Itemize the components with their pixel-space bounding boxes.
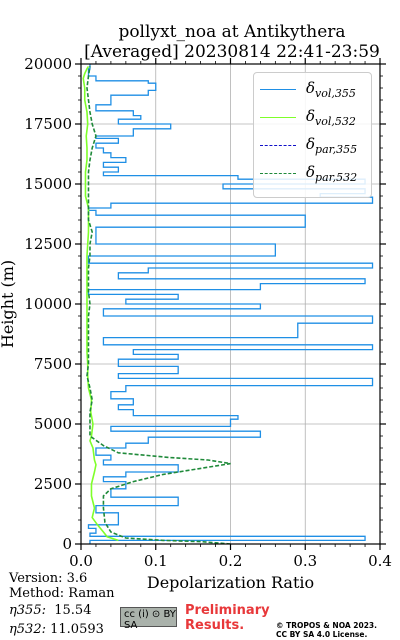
y-tick-label: 0 — [62, 535, 72, 553]
y-tick-label: 17500 — [24, 115, 72, 133]
y-tick-label: 20000 — [24, 55, 72, 73]
chart-title-line1: pollyxt_noa at Antikythera — [118, 22, 346, 42]
legend-label-par532: par,532 — [315, 171, 358, 184]
legend-item-vol532: δvol,532 — [260, 107, 370, 129]
legend-item-par355: δpar,355 — [260, 135, 370, 157]
y-tick-label: 15000 — [24, 175, 72, 193]
y-tick-label: 5000 — [34, 415, 72, 433]
legend-swatch-vol532 — [260, 117, 296, 118]
y-tick-label: 10000 — [24, 295, 72, 313]
eta355-label: η355: — [9, 603, 46, 618]
x-tick-label: 0.2 — [219, 552, 243, 570]
legend-label-vol532: vol,532 — [315, 115, 356, 128]
y-axis-label: Height (m) — [0, 260, 17, 348]
eta355-value: 15.54 — [54, 603, 92, 618]
series-line-0 — [87, 64, 374, 544]
legend-symbol: δ — [306, 163, 316, 181]
legend-swatch-par532 — [260, 173, 296, 174]
y-tick-label: 7500 — [34, 355, 72, 373]
chart-title-line2: [Averaged] 20230814 22:41-23:59 — [84, 42, 380, 62]
cc-license-badge-icon: cc (i) ⊙ BY SA — [120, 607, 177, 631]
preliminary-notice: Preliminary Results. — [185, 603, 270, 633]
preliminary-line1: Preliminary — [185, 603, 270, 618]
legend-item-vol355: δvol,355 — [260, 79, 370, 101]
series-line-3 — [86, 66, 231, 544]
series-line-1 — [82, 65, 119, 542]
x-tick-label: 0.3 — [293, 552, 317, 570]
x-tick-label: 0.4 — [368, 552, 392, 570]
y-tick-label: 12500 — [24, 235, 72, 253]
legend-swatch-par355 — [260, 145, 296, 146]
x-tick-label: 0.0 — [69, 552, 93, 570]
copyright-notice: © TROPOS & NOA 2023. CC BY SA 4.0 Licens… — [276, 621, 377, 639]
legend-symbol: δ — [306, 107, 316, 125]
copyright-line2: CC BY SA 4.0 License. — [276, 630, 368, 639]
x-tick-label: 0.1 — [144, 552, 168, 570]
legend-swatch-vol355 — [260, 89, 296, 90]
legend-label-vol355: vol,355 — [315, 87, 356, 100]
x-axis-label: Depolarization Ratio — [147, 573, 314, 592]
version-text: Version: 3.6 — [9, 571, 88, 586]
legend-item-par532: δpar,532 — [260, 163, 370, 185]
method-text: Method: Raman — [9, 586, 115, 601]
eta532-label: η532: — [9, 622, 46, 637]
preliminary-line2: Results. — [185, 618, 245, 633]
legend: δvol,355 δvol,532 δpar,355 δpar,532 — [253, 72, 372, 198]
eta532-text: η532: 11.0593 — [9, 622, 104, 637]
y-tick-label: 2500 — [34, 475, 72, 493]
copyright-line1: © TROPOS & NOA 2023. — [276, 621, 378, 630]
legend-label-par355: par,355 — [315, 143, 358, 156]
legend-symbol: δ — [306, 135, 316, 153]
cc-badge-text: cc (i) ⊙ BY SA — [124, 609, 176, 631]
eta355-text: η355: 15.54 — [9, 603, 91, 618]
legend-symbol: δ — [306, 79, 316, 97]
eta532-value: 11.0593 — [50, 622, 104, 637]
